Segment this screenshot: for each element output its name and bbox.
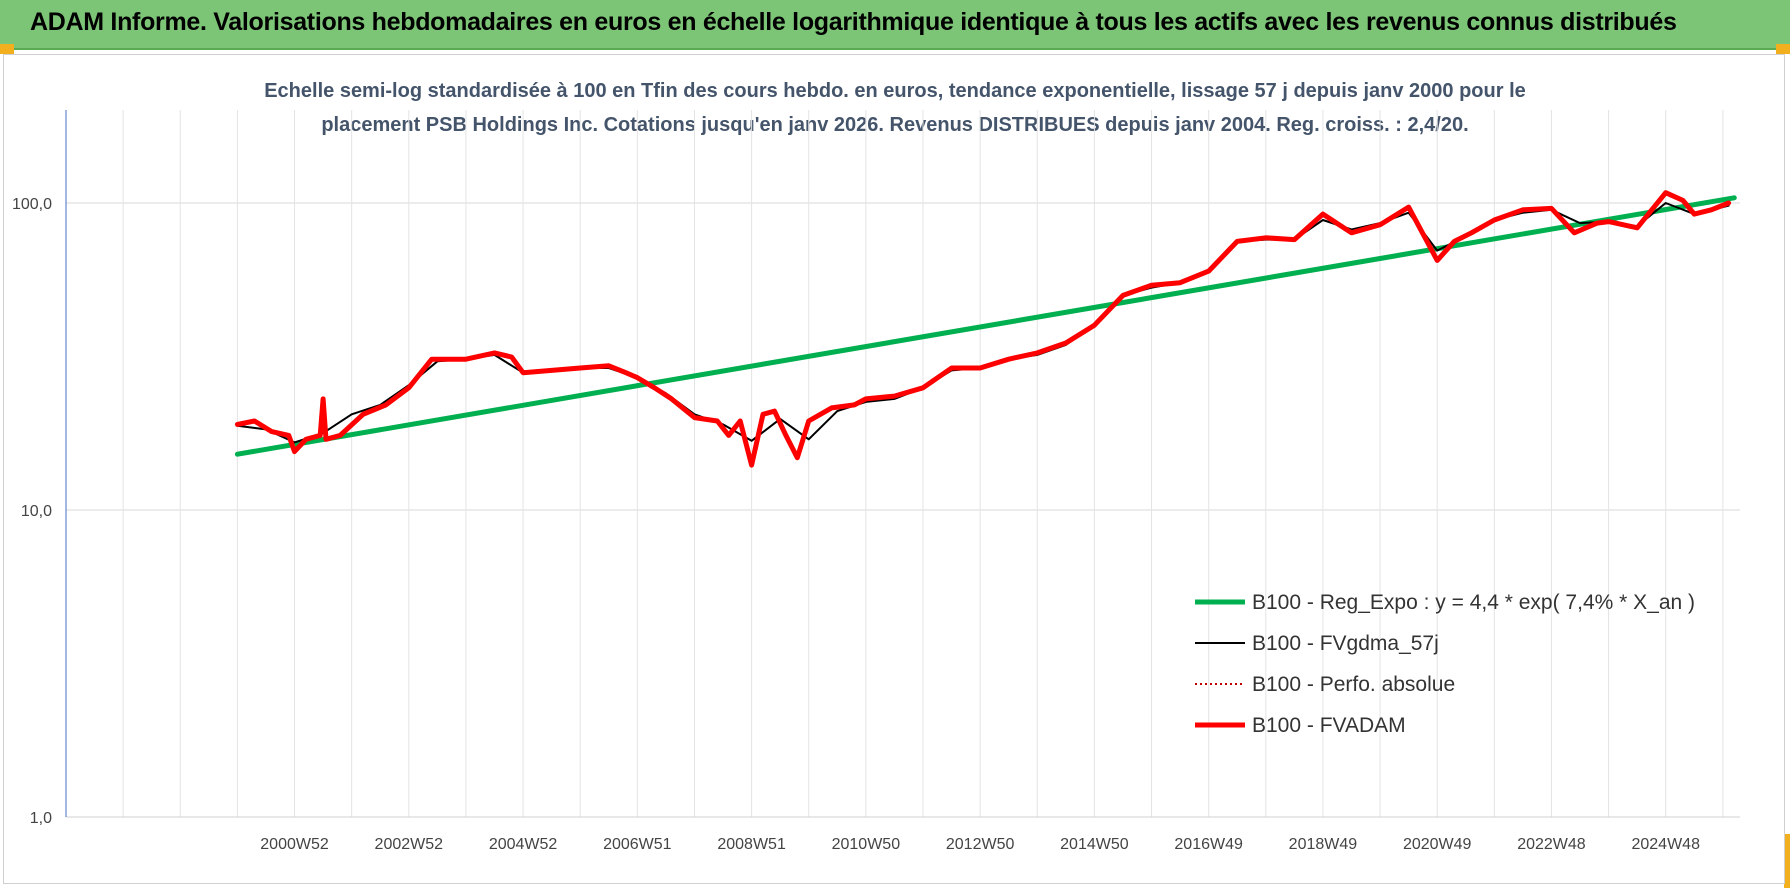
corner-marker-right xyxy=(1776,44,1790,54)
chart-frame xyxy=(3,54,1785,884)
header-banner: ADAM Informe. Valorisations hebdomadaire… xyxy=(0,0,1790,50)
page-title: ADAM Informe. Valorisations hebdomadaire… xyxy=(30,8,1677,36)
x-tick-label: 2020W49 xyxy=(1403,836,1472,853)
x-tick-label: 2022W48 xyxy=(1517,836,1586,853)
y-tick-label: 1,0 xyxy=(30,810,52,827)
x-tick-label: 2002W52 xyxy=(375,836,444,853)
legend: B100 - Reg_Expo : y = 4,4 * exp( 7,4% * … xyxy=(1195,591,1695,737)
x-tick-label: 2004W52 xyxy=(489,836,558,853)
x-tick-label: 2006W51 xyxy=(603,836,672,853)
x-tick-label: 2014W50 xyxy=(1060,836,1129,853)
x-tick-labels: 2000W52 2002W52 2004W52 2006W51 2008W51 2010W… xyxy=(260,836,1700,853)
chart-subtitle-line2: placement PSB Holdings Inc. Cotations ju… xyxy=(321,114,1468,136)
x-tick-label: 2010W50 xyxy=(832,836,901,853)
x-tick-label: 2008W51 xyxy=(717,836,786,853)
x-tick-label: 2000W52 xyxy=(260,836,329,853)
x-tick-label: 2016W49 xyxy=(1174,836,1243,853)
x-tick-label: 2024W48 xyxy=(1631,836,1700,853)
chart-subtitle-line1: Echelle semi-log standardisée à 100 en T… xyxy=(264,80,1526,102)
corner-marker-left xyxy=(0,44,14,54)
legend-label-2: B100 - FVgdma_57j xyxy=(1252,632,1439,655)
corner-marker-bottom-right xyxy=(1784,834,1790,888)
legend-label-3: B100 - Perfo. absolue xyxy=(1252,673,1455,696)
grid-lines xyxy=(66,110,1740,818)
x-tick-label: 2018W49 xyxy=(1289,836,1358,853)
legend-label-1: B100 - Reg_Expo : y = 4,4 * exp( 7,4% * … xyxy=(1252,591,1695,614)
series-line-4 xyxy=(234,190,1732,468)
series-line-1 xyxy=(234,195,1737,457)
series-lines xyxy=(234,190,1737,468)
y-tick-label: 10,0 xyxy=(21,503,52,520)
y-tick-label: 100,0 xyxy=(12,196,52,213)
x-tick-label: 2012W50 xyxy=(946,836,1015,853)
y-tick-labels: 1,0 10,0 100,0 xyxy=(12,196,52,827)
legend-label-4: B100 - FVADAM xyxy=(1252,714,1406,737)
